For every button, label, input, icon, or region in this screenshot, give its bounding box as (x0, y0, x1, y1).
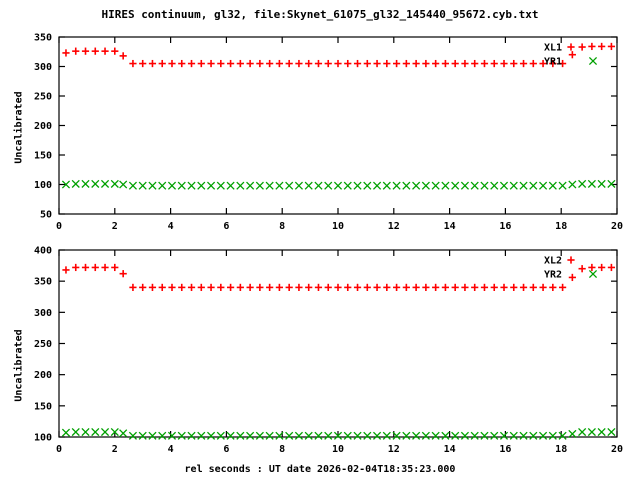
y-tick-label: 350 (34, 277, 52, 288)
x-tick-label: 4 (168, 221, 174, 232)
bottom-panel-canvas: 100 150 200 250 300 350 400 0 2 4 6 8 10 12 14 16 18 20 XL… (34, 246, 623, 456)
y-tick-label: 400 (34, 246, 52, 257)
series-XL1 (62, 42, 616, 68)
legend-marker-XL1 (567, 43, 575, 51)
x-tick-label: 14 (444, 221, 456, 232)
legend-marker-YR1 (588, 56, 598, 66)
y-tick-label: 200 (34, 370, 52, 381)
y-tick-label: 100 (34, 180, 52, 191)
x-tick-label: 12 (388, 444, 400, 455)
y-tick-label: 150 (34, 401, 52, 412)
x-tick-label: 20 (611, 444, 623, 455)
y-tick-label: 100 (34, 433, 52, 444)
x-tick-label: 8 (279, 444, 285, 455)
x-tick-label: 0 (56, 221, 62, 232)
x-tick-label: 4 (168, 444, 174, 455)
x-tick-label: 10 (332, 444, 344, 455)
top-panel: Uncalibrated 50 100 150 200 250 300 350 0 2 4 6 8 10… (14, 33, 624, 233)
x-tick-label: 16 (499, 221, 511, 232)
bottom-panel: Uncalibrated 100 150 200 250 300 350 400 0 2 4 6 8 1… (0, 240, 640, 480)
legend-label-XL1: XL1 (544, 43, 562, 54)
x-tick-label: 6 (223, 444, 229, 455)
page-title: HIRES continuum, gl32, file:Skynet_61075… (101, 8, 539, 21)
series-YR2 (61, 427, 616, 440)
y-tick-label: 250 (34, 92, 52, 103)
y-tick-label: 150 (34, 151, 52, 162)
x-tick-label: 10 (332, 221, 344, 232)
legend-label-YR2: YR2 (544, 270, 562, 281)
x-tick-label: 0 (56, 444, 62, 455)
x-tick-label: 14 (444, 444, 456, 455)
legend-marker-XL2 (567, 256, 575, 264)
legend-label-YR1: YR1 (544, 57, 562, 68)
legend-marker-YR2 (588, 269, 598, 279)
x-tick-label: 2 (112, 444, 118, 455)
series-YR1 (61, 179, 616, 190)
x-tick-label: 6 (223, 221, 229, 232)
x-tick-label: 12 (388, 221, 400, 232)
x-tick-label: 18 (555, 221, 567, 232)
series-XL2 (62, 263, 616, 291)
top-panel-canvas: 50 100 150 200 250 300 350 0 2 4 6 8 10 12 14 16 18 20 XL1… (34, 33, 623, 233)
x-tick-label: 16 (499, 444, 511, 455)
x-axis-label: rel seconds : UT date 2026-02-04T18:35:2… (184, 464, 456, 475)
y-tick-label: 300 (34, 308, 52, 319)
y-tick-label: 50 (40, 210, 52, 221)
y-tick-label: 250 (34, 339, 52, 350)
y-tick-label: 300 (34, 62, 52, 73)
x-tick-label: 8 (279, 221, 285, 232)
y-tick-label: 350 (34, 33, 52, 44)
x-tick-label: 20 (611, 221, 623, 232)
y-tick-label: 200 (34, 121, 52, 132)
x-tick-label: 18 (555, 444, 567, 455)
x-tick-label: 2 (112, 221, 118, 232)
legend-label-XL2: XL2 (544, 256, 562, 267)
